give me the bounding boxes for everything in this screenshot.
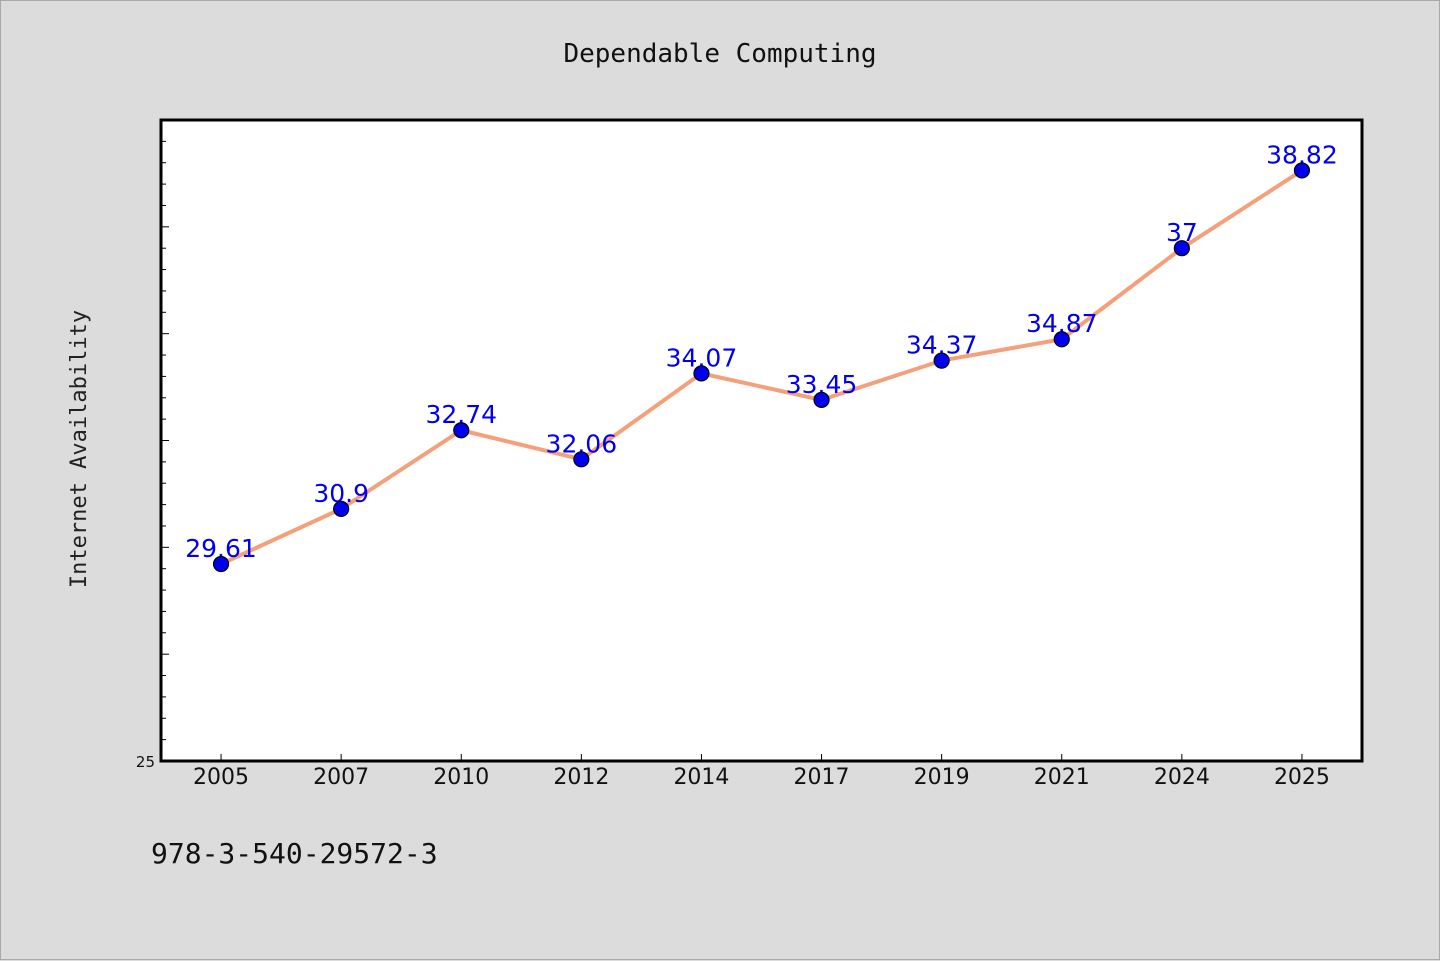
x-tick-label: 2014 bbox=[673, 765, 729, 790]
x-tick-label: 2007 bbox=[313, 765, 369, 790]
data-point[interactable] bbox=[1293, 162, 1311, 179]
x-tick-label: 2012 bbox=[553, 765, 609, 790]
x-axis-ticks: 2005 2007 2010 2012 2014 2017 2019 2021 2024 2025 bbox=[193, 754, 1330, 790]
data-point[interactable] bbox=[453, 422, 470, 439]
plot-area bbox=[159, 118, 1364, 763]
data-point[interactable] bbox=[1173, 240, 1190, 257]
data-point[interactable] bbox=[693, 365, 710, 382]
data-point[interactable] bbox=[573, 451, 590, 468]
chart-title: Dependable Computing bbox=[563, 39, 876, 69]
series-line bbox=[220, 168, 1304, 566]
series-layer: 29.6130.932.7432.0634.0733.4534.3734.873… bbox=[185, 140, 1338, 573]
x-tick-label: 2019 bbox=[914, 765, 970, 790]
isbn-text: 978-3-540-29572-3 bbox=[151, 837, 438, 870]
x-tick-label: 2010 bbox=[433, 765, 489, 790]
data-point[interactable] bbox=[1053, 331, 1070, 348]
data-point[interactable] bbox=[212, 555, 230, 573]
x-tick-label: 2017 bbox=[794, 765, 850, 790]
x-tick-label: 2005 bbox=[193, 765, 249, 790]
data-point[interactable] bbox=[813, 391, 830, 409]
data-point[interactable] bbox=[333, 500, 350, 517]
data-point[interactable] bbox=[933, 352, 950, 369]
y-axis-label: Internet Availability bbox=[67, 310, 92, 588]
x-tick-label: 2021 bbox=[1034, 765, 1090, 790]
y-axis-ticks: 25 bbox=[136, 140, 169, 771]
y-tick-label: 25 bbox=[136, 753, 155, 771]
x-tick-label: 2025 bbox=[1274, 765, 1330, 790]
x-tick-label: 2024 bbox=[1154, 765, 1210, 790]
